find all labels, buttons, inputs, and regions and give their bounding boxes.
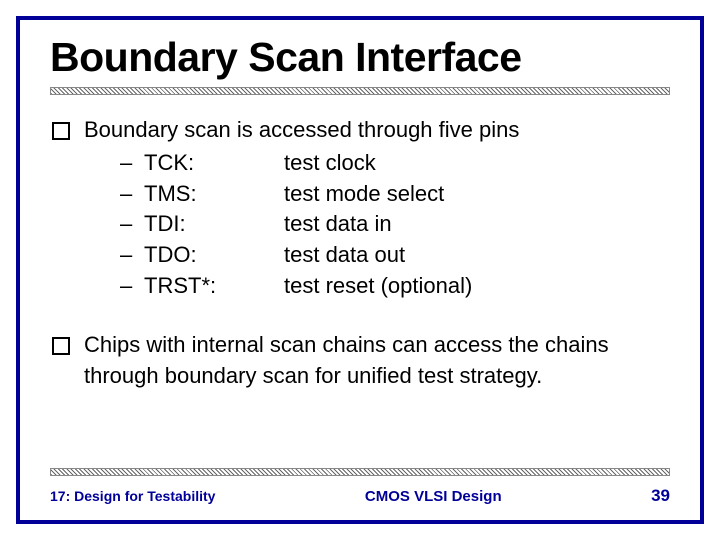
bullet-label: Chips with internal scan chains can acce… xyxy=(84,332,609,388)
pin-row: – TDI: test data in xyxy=(120,209,670,240)
footer-page-number: 39 xyxy=(651,486,670,506)
dash-icon: – xyxy=(120,179,144,210)
footer-divider xyxy=(50,468,670,476)
bullet-text: Chips with internal scan chains can acce… xyxy=(84,330,670,392)
bullet-label: Boundary scan is accessed through five p… xyxy=(84,117,519,142)
pin-row: – TMS: test mode select xyxy=(120,179,670,210)
bullet-item: Boundary scan is accessed through five p… xyxy=(52,115,670,302)
pin-row: – TRST*: test reset (optional) xyxy=(120,271,670,302)
pin-name: TRST*: xyxy=(144,271,284,302)
slide: Boundary Scan Interface Boundary scan is… xyxy=(0,0,720,540)
checkbox-bullet-icon xyxy=(52,122,70,140)
pin-name: TMS: xyxy=(144,179,284,210)
pin-desc: test mode select xyxy=(284,179,670,210)
pin-row: – TCK: test clock xyxy=(120,148,670,179)
pin-list: – TCK: test clock – TMS: test mode selec… xyxy=(120,148,670,302)
dash-icon: – xyxy=(120,148,144,179)
dash-icon: – xyxy=(120,240,144,271)
dash-icon: – xyxy=(120,271,144,302)
slide-content: Boundary scan is accessed through five p… xyxy=(50,95,670,391)
pin-name: TCK: xyxy=(144,148,284,179)
footer-course: CMOS VLSI Design xyxy=(365,488,502,505)
pin-desc: test data in xyxy=(284,209,670,240)
checkbox-bullet-icon xyxy=(52,337,70,355)
pin-row: – TDO: test data out xyxy=(120,240,670,271)
dash-icon: – xyxy=(120,209,144,240)
pin-desc: test data out xyxy=(284,240,670,271)
bullet-text: Boundary scan is accessed through five p… xyxy=(84,115,670,302)
pin-desc: test reset (optional) xyxy=(284,271,670,302)
slide-border: Boundary Scan Interface Boundary scan is… xyxy=(16,16,704,524)
pin-name: TDI: xyxy=(144,209,284,240)
slide-title: Boundary Scan Interface xyxy=(50,34,670,81)
footer-row: 17: Design for Testability CMOS VLSI Des… xyxy=(50,486,670,506)
pin-name: TDO: xyxy=(144,240,284,271)
pin-desc: test clock xyxy=(284,148,670,179)
bullet-item: Chips with internal scan chains can acce… xyxy=(52,330,670,392)
slide-footer: 17: Design for Testability CMOS VLSI Des… xyxy=(50,468,670,506)
title-divider xyxy=(50,87,670,95)
footer-chapter: 17: Design for Testability xyxy=(50,488,215,504)
